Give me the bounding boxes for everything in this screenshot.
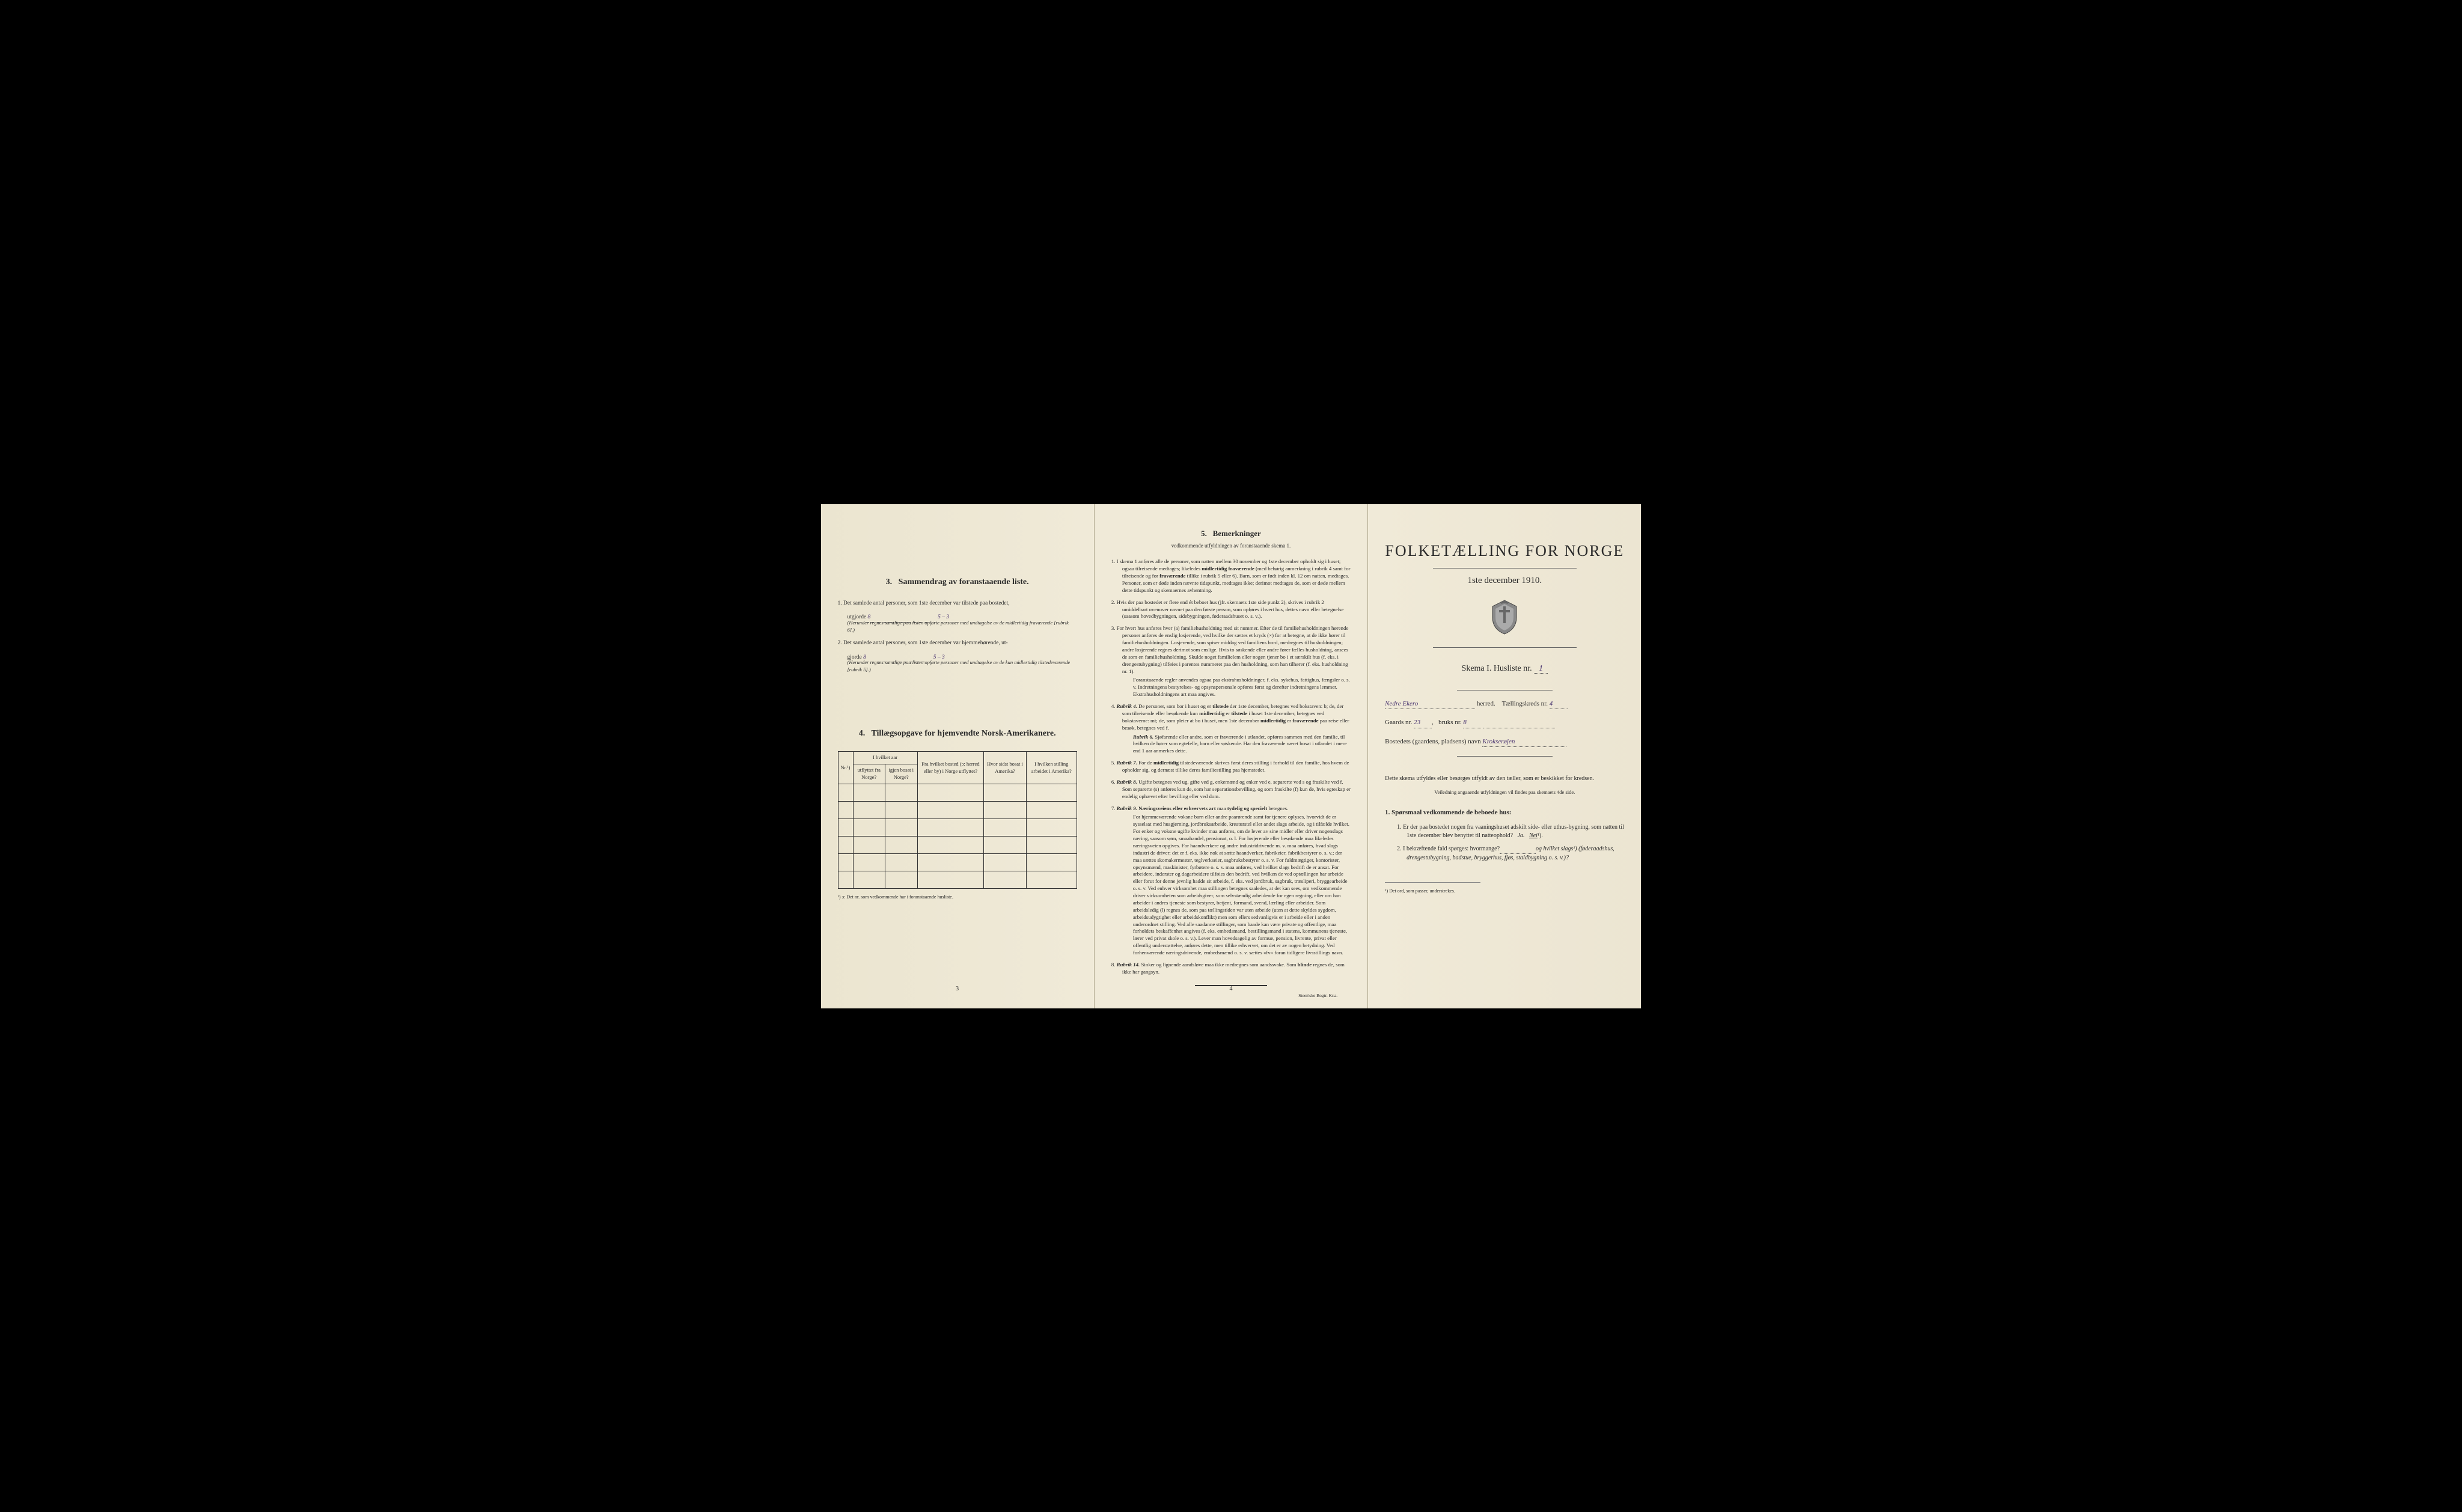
section-5-title: Bemerkninger — [1213, 529, 1261, 538]
item2-text: Det samlede antal personer, som 1ste dec… — [843, 640, 1008, 646]
col-position: I hvilken stilling arbeidet i Amerika? — [1026, 752, 1077, 784]
col-year-header: I hvilket aar — [853, 752, 917, 764]
section-4-title: Tillægsopgave for hjemvendte Norsk-Ameri… — [871, 729, 1055, 738]
question-1: 1. Er der paa bostedet nogen fra vaaning… — [1397, 823, 1624, 840]
item2-num: 2. — [838, 640, 842, 646]
remark-item: 7. Rubrik 9. Næringsveiens eller erhverv… — [1111, 805, 1351, 957]
q2-text: I bekræftende fald spørges: hvormange? o… — [1403, 846, 1614, 861]
col-returned: igjen bosat i Norge? — [885, 764, 917, 784]
col-from: Fra hvilket bosted (ɔ: herred eller by) … — [917, 752, 984, 784]
col-nr: Nr.¹) — [838, 752, 853, 784]
bosted-label: Bostedets (gaardens, pladsens) navn — [1385, 738, 1480, 745]
husliste-nr: 1 — [1534, 664, 1548, 674]
kreds-value: 4 — [1550, 700, 1568, 709]
document-container: 3. Sammendrag av foranstaaende liste. 1.… — [821, 504, 1642, 1008]
herred-line: Nedre Ekero herred. Tællingskreds nr. 4 — [1385, 700, 1624, 709]
q1-ja: Ja. — [1518, 832, 1525, 839]
section-4-heading: 4. Tillægsopgave for hjemvendte Norsk-Am… — [838, 728, 1077, 740]
remark-item: 4. Rubrik 4. De personer, som bor i huse… — [1111, 703, 1351, 755]
table-row — [838, 819, 1077, 837]
table-row — [838, 871, 1077, 889]
page-number-4: 4 — [1229, 985, 1232, 993]
section-4-number: 4. — [859, 729, 866, 738]
remark-item: 2. Hvis der paa bostedet er flere end ét… — [1111, 599, 1351, 621]
info-subtext: Veiledning angaaende utfyldningen vil fi… — [1385, 789, 1624, 796]
skema-label: Skema I. Husliste nr. — [1462, 664, 1532, 673]
section-5-heading: 5. Bemerkninger — [1111, 528, 1351, 539]
q2-num: 2. — [1397, 846, 1402, 852]
remark-item: 8. Rubrik 14. Sinker og lignende aandslø… — [1111, 962, 1351, 976]
page-4-remarks: 5. Bemerkninger vedkommende utfyldningen… — [1095, 504, 1368, 1008]
info-text: Dette skema utfyldes eller besørges utfy… — [1385, 775, 1624, 783]
remark-item: 1. I skema 1 anføres alle de personer, s… — [1111, 558, 1351, 594]
q1-nei: Nei — [1529, 832, 1538, 839]
q1-num: 1. — [1397, 824, 1402, 831]
page-3-summary: 3. Sammendrag av foranstaaende liste. 1.… — [821, 504, 1095, 1008]
skema-line: Skema I. Husliste nr. 1 — [1385, 663, 1624, 675]
table-row — [838, 802, 1077, 819]
bosted-value: Krokserøjen — [1482, 737, 1566, 747]
herred-value: Nedre Ekero — [1385, 700, 1475, 709]
summary-item-1: 1. Det samlede antal personer, som 1ste … — [838, 600, 1077, 608]
item1-text: Det samlede antal personer, som 1ste dec… — [843, 600, 1010, 606]
section-3-heading: 3. Sammendrag av foranstaaende liste. — [838, 576, 1077, 588]
gaards-value: 23 — [1414, 718, 1432, 728]
q-heading-num: 1. — [1385, 809, 1390, 816]
summary-item-2: 2. Det samlede antal personer, som 1ste … — [838, 639, 1077, 647]
title-rule — [1433, 568, 1577, 569]
herred-label: herred. — [1477, 700, 1495, 707]
col-emigrated: utflyttet fra Norge? — [853, 764, 885, 784]
fields-rule — [1457, 756, 1553, 757]
q1-text: Er der paa bostedet nogen fra vaaningshu… — [1403, 824, 1624, 839]
kreds-label: Tællingskreds nr. — [1502, 700, 1548, 707]
remark-item: 6. Rubrik 8. Ugifte betegnes ved ug, gif… — [1111, 779, 1351, 800]
question-heading: 1. Spørsmaal vedkommende de beboede hus: — [1385, 808, 1624, 817]
printer-mark: Steen'ske Bogtr. Kr.a. — [1298, 993, 1337, 999]
col-where: Hvor sidst bosat i Amerika? — [984, 752, 1026, 784]
table-row — [838, 854, 1077, 871]
remark-item: 5. Rubrik 7. For de midlertidig tilstede… — [1111, 760, 1351, 774]
question-2: 2. I bekræftende fald spørges: hvormange… — [1397, 845, 1624, 862]
q1-sup: ¹). — [1538, 832, 1543, 839]
emigrant-table-body — [838, 784, 1077, 889]
gaards-label: Gaards nr. — [1385, 719, 1412, 726]
table-footnote: ¹) ɔ: Det nr. som vedkommende har i fora… — [838, 894, 1077, 900]
section-5-number: 5. — [1201, 529, 1207, 538]
norwegian-crest-icon — [1385, 599, 1624, 638]
table-row — [838, 837, 1077, 854]
census-date: 1ste december 1910. — [1385, 575, 1624, 587]
gaards-line: Gaards nr. 23, bruks nr. 8 — [1385, 718, 1624, 728]
page-title: FOLKETÆLLING FOR NORGE 1ste december 191… — [1368, 504, 1641, 1008]
section-3-number: 3. — [886, 578, 893, 587]
crest-rule — [1433, 647, 1577, 648]
table-row — [838, 784, 1077, 802]
bruks-label: bruks nr. — [1438, 719, 1462, 726]
census-title: FOLKETÆLLING FOR NORGE — [1385, 540, 1624, 562]
emigrant-table: Nr.¹) I hvilket aar Fra hvilket bosted (… — [838, 751, 1077, 889]
remark-item: 3. For hvert hus anføres hver (a) famili… — [1111, 625, 1351, 698]
section-3-title: Sammendrag av foranstaaende liste. — [899, 578, 1029, 587]
item2-note: (Herunder regnes samtlige paa listen opf… — [838, 659, 1077, 674]
page3-footnote: ¹) Det ord, som passer, understrekes. — [1385, 888, 1624, 894]
remarks-list: 1. I skema 1 anføres alle de personer, s… — [1111, 558, 1351, 975]
item1-num: 1. — [838, 600, 842, 606]
bosted-line: Bostedets (gaardens, pladsens) navn Krok… — [1385, 737, 1624, 747]
bruks-value: 8 — [1463, 718, 1481, 728]
page-number-3: 3 — [956, 985, 959, 993]
section-5-sub: vedkommende utfyldningen av foranstaaend… — [1111, 542, 1351, 550]
item1-note: (Herunder regnes samtlige paa listen opf… — [838, 620, 1077, 634]
q-heading-text: Spørsmaal vedkommende de beboede hus: — [1391, 809, 1511, 816]
